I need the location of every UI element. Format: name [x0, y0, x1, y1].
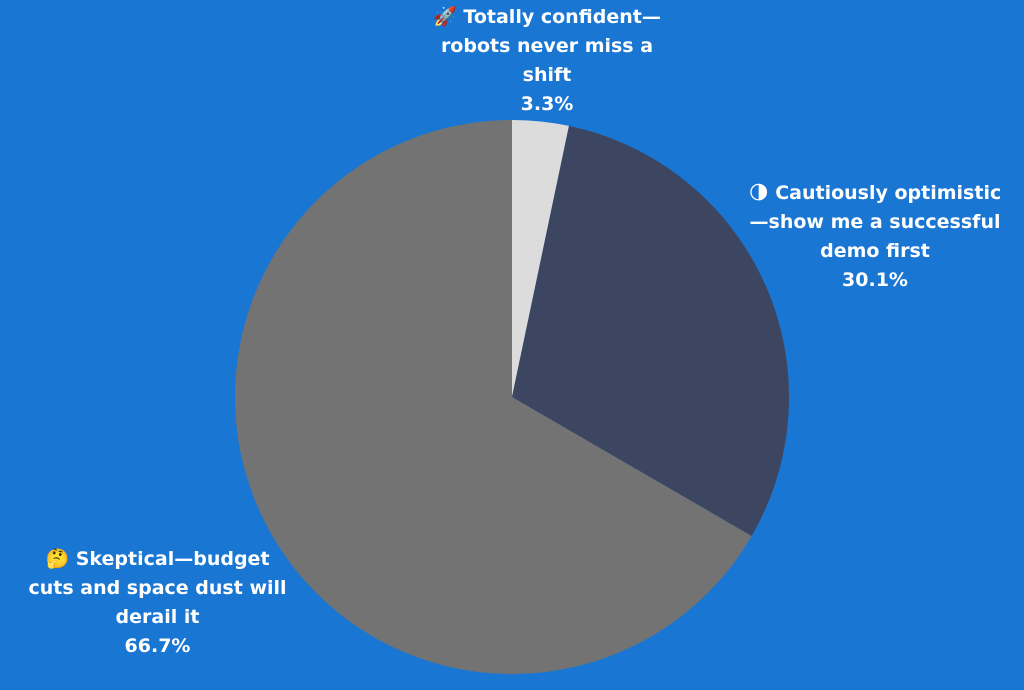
value-label: 30.1% — [842, 269, 908, 291]
category-label: 🚀 Totally confident—robots never miss a … — [433, 6, 661, 86]
value-label: 3.3% — [520, 93, 574, 115]
pie-slice — [512, 120, 569, 397]
slice-label: 🚀 Totally confident—robots never miss a … — [427, 3, 667, 119]
pie-slice — [235, 120, 752, 674]
slice-label: 🌗 Cautiously optimistic—show me a succes… — [740, 179, 1010, 295]
value-label: 66.7% — [124, 635, 191, 657]
category-label: 🌗 Cautiously optimistic—show me a succes… — [748, 182, 1002, 262]
slice-label: 🤔 Skeptical—budget cuts and space dust w… — [20, 545, 295, 661]
pie-slice — [512, 125, 789, 537]
category-label: 🤔 Skeptical—budget cuts and space dust w… — [28, 548, 287, 628]
